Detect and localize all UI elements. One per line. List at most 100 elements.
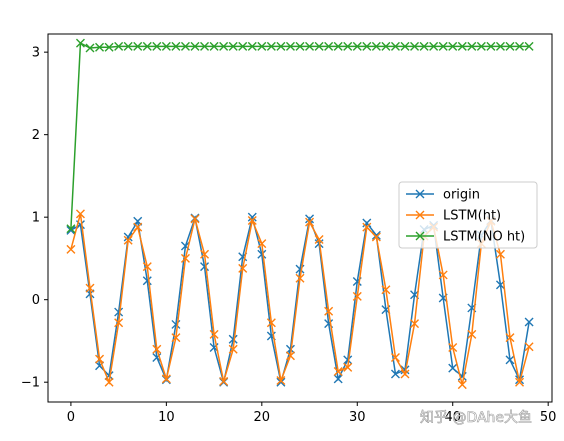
data-point xyxy=(200,262,210,272)
data-point xyxy=(448,41,458,51)
data-point xyxy=(343,362,353,372)
legend-marker xyxy=(415,210,425,220)
data-point xyxy=(133,41,143,51)
data-point xyxy=(219,376,229,386)
data-point xyxy=(419,41,429,51)
data-point xyxy=(123,235,133,245)
data-point xyxy=(228,344,238,354)
data-point xyxy=(438,270,448,280)
data-point xyxy=(524,317,534,327)
series-lstm-no-ht xyxy=(66,38,534,234)
data-point xyxy=(486,41,496,51)
data-point xyxy=(390,369,400,379)
legend-label: LSTM(NO ht) xyxy=(443,230,525,245)
data-point xyxy=(448,343,458,353)
data-point xyxy=(410,319,420,329)
data-point xyxy=(104,371,114,381)
data-point xyxy=(75,209,85,219)
data-point xyxy=(85,283,95,293)
data-point xyxy=(343,355,353,365)
data-point xyxy=(314,234,324,244)
data-point xyxy=(476,41,486,51)
data-point xyxy=(190,41,200,51)
data-point xyxy=(75,38,85,48)
data-point xyxy=(305,214,315,224)
data-point xyxy=(219,41,229,51)
data-point xyxy=(400,365,410,375)
data-point xyxy=(161,41,171,51)
data-point xyxy=(448,363,458,373)
data-point xyxy=(467,41,477,51)
data-point xyxy=(228,334,238,344)
data-point xyxy=(142,262,152,272)
legend-label: LSTM(ht) xyxy=(443,209,501,224)
data-point xyxy=(66,224,76,234)
data-point xyxy=(266,318,276,328)
data-point xyxy=(495,41,505,51)
data-point xyxy=(362,218,372,228)
data-point xyxy=(457,41,467,51)
plot-frame xyxy=(47,33,553,403)
data-point xyxy=(438,41,448,51)
data-point xyxy=(85,43,95,53)
data-point xyxy=(257,41,267,51)
data-point xyxy=(238,263,248,273)
data-point xyxy=(133,222,143,232)
data-point xyxy=(228,41,238,51)
data-point xyxy=(381,285,391,295)
data-point xyxy=(505,41,515,51)
data-point xyxy=(257,239,267,249)
data-point xyxy=(410,41,420,51)
data-point xyxy=(343,41,353,51)
data-point xyxy=(333,374,343,384)
x-tick-label: 20 xyxy=(254,410,271,425)
legend-item: LSTM(NO ht) xyxy=(406,230,525,245)
x-axis: 0 10 20 30 40 50 xyxy=(67,402,556,425)
data-point xyxy=(515,377,525,387)
data-point xyxy=(381,41,391,51)
data-point xyxy=(400,41,410,51)
data-point xyxy=(505,333,515,343)
y-tick-label: 2 xyxy=(32,128,40,143)
data-point xyxy=(104,42,114,52)
data-point xyxy=(247,212,257,222)
legend-label: origin xyxy=(443,188,480,203)
x-tick-label: 10 xyxy=(158,410,175,425)
data-point xyxy=(457,380,467,390)
y-tick-label: 3 xyxy=(32,46,40,61)
data-point xyxy=(209,41,219,51)
y-tick-label: 1 xyxy=(32,211,40,226)
data-point xyxy=(515,41,525,51)
data-point xyxy=(276,376,286,386)
data-point xyxy=(295,273,305,283)
data-point xyxy=(400,369,410,379)
data-point xyxy=(324,306,334,316)
y-tick-label: 0 xyxy=(32,293,40,308)
data-point xyxy=(247,41,257,51)
data-point xyxy=(95,361,105,371)
data-point xyxy=(324,41,334,51)
data-point xyxy=(238,41,248,51)
data-point xyxy=(362,222,372,232)
data-point xyxy=(114,318,124,328)
data-point xyxy=(257,249,267,259)
data-point xyxy=(247,215,257,225)
data-point xyxy=(305,41,315,51)
data-point xyxy=(104,377,114,387)
data-point xyxy=(171,333,181,343)
legend-item: origin xyxy=(406,188,480,203)
data-point xyxy=(305,217,315,227)
data-point xyxy=(495,249,505,259)
data-point xyxy=(209,329,219,339)
data-point xyxy=(371,41,381,51)
data-point xyxy=(429,41,439,51)
legend-item: LSTM(ht) xyxy=(406,209,501,224)
data-point xyxy=(371,232,381,242)
data-point xyxy=(190,214,200,224)
data-point xyxy=(524,342,534,352)
data-point xyxy=(505,355,515,365)
x-tick-label: 0 xyxy=(67,410,75,425)
data-point xyxy=(180,253,190,263)
data-point xyxy=(142,41,152,51)
